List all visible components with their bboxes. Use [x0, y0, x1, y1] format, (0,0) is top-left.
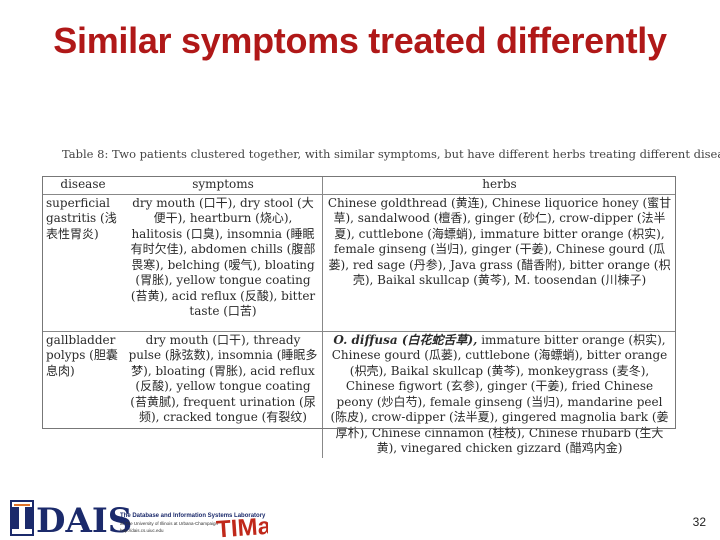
disease-cell: gallbladder polyps (胆囊息肉) — [46, 332, 118, 378]
dais-wordmark: DAIS — [36, 501, 132, 540]
symptoms-cell: dry mouth (口干), dry stool (大便干), heartbu… — [124, 194, 323, 332]
timan-wordmark: TIMan — [215, 512, 268, 540]
herbs-text: immature bitter orange (枳实), Chinese gou… — [330, 332, 669, 456]
herbs-cell: Chinese goldthread (黄连), Chinese liquori… — [322, 194, 676, 332]
herbs-cell: O. diffusa (白花蛇舌草), immature bitter oran… — [323, 331, 677, 458]
header-symptoms: symptoms — [124, 176, 323, 195]
slide-title: Similar symptoms treated differently — [53, 20, 667, 61]
herb-table: disease symptoms herbs superficial gastr… — [42, 176, 676, 458]
header-disease: disease — [42, 176, 124, 195]
herb-lead: O. diffusa (白花蛇舌草), — [333, 332, 478, 347]
symptoms-cell: dry mouth (口干), thready pulse (脉弦数), ins… — [124, 331, 323, 458]
herbs-text: Chinese goldthread (黄连), Chinese liquori… — [327, 195, 672, 288]
header-herbs: herbs — [322, 176, 676, 195]
table-row: superficial gastritis (浅表性胃炎) dry mouth … — [42, 194, 676, 332]
lab-name: The Database and Information Systems Lab… — [120, 513, 266, 519]
lab-url: http://dais.cs.uiuc.edu — [120, 528, 164, 533]
table-caption: Table 8: Two patients clustered together… — [62, 147, 720, 161]
dais-timan-logo: DAIS The Database and Information System… — [10, 500, 268, 540]
lab-subtitle: at The University of Illinois at Urbana-… — [120, 521, 218, 526]
table-row: gallbladder polyps (胆囊息肉) dry mouth (口干)… — [42, 331, 676, 458]
disease-cell: superficial gastritis (浅表性胃炎) — [42, 194, 124, 332]
page-number: 32 — [692, 515, 706, 529]
